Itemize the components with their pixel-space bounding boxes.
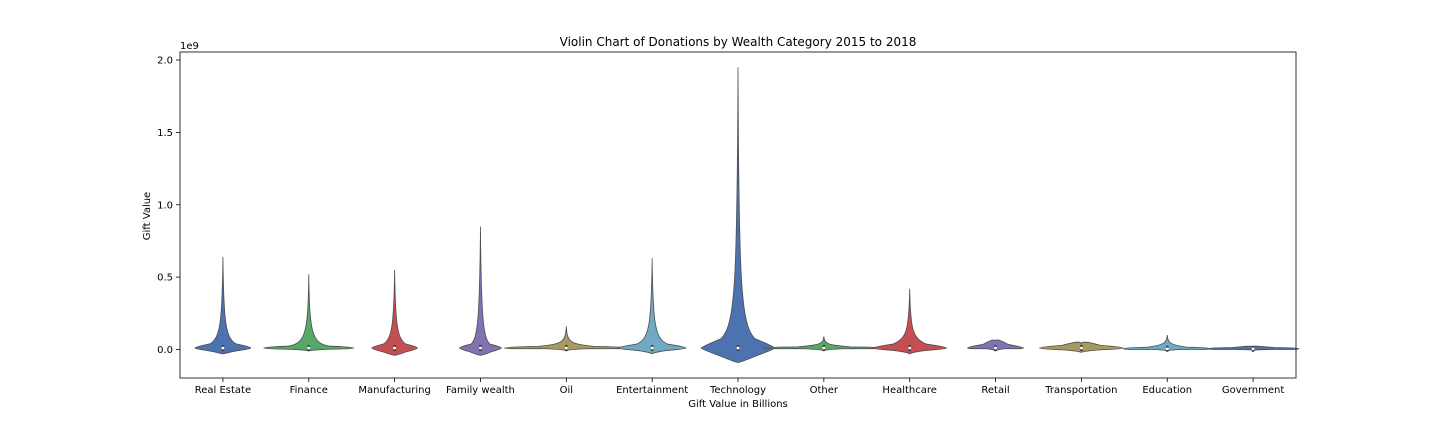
x-tick-label: Other (810, 385, 839, 396)
x-tick-label: Healthcare (882, 385, 937, 396)
x-tick-label: Family wealth (446, 385, 515, 396)
violin-median (908, 346, 912, 350)
violin-median (1165, 347, 1169, 351)
violin-family-wealth (459, 226, 502, 356)
x-tick-label: Retail (981, 385, 1009, 396)
x-tick-label: Education (1142, 385, 1192, 396)
violin-median (822, 346, 826, 350)
violins-group (194, 67, 1300, 363)
x-tick-label: Finance (290, 385, 328, 396)
x-axis-title: Gift Value in Billions (688, 399, 788, 410)
violin-median (650, 346, 654, 350)
violin-median (1251, 347, 1255, 351)
violin-median (479, 346, 482, 350)
violin-median (307, 346, 311, 350)
x-tick-label: Government (1222, 385, 1284, 396)
x-tick-label: Technology (709, 385, 766, 396)
x-tick-label: Transportation (1044, 385, 1117, 396)
y-offset-label: 1e9 (180, 41, 199, 52)
violin-real-estate (194, 256, 252, 355)
y-tick-label: 1.5 (157, 128, 173, 139)
x-tick-label: Manufacturing (358, 385, 430, 396)
violin-healthcare (872, 288, 948, 355)
violin-median (1079, 346, 1083, 350)
y-tick-label: 1.0 (157, 200, 173, 211)
violin-median (736, 346, 740, 350)
violin-finance (263, 274, 355, 352)
violin-median (564, 346, 568, 350)
violin-median (393, 346, 397, 350)
chart-title: Violin Chart of Donations by Wealth Cate… (560, 35, 917, 49)
y-ticks-group: 0.0 0.5 1.0 1.5 2.0 (157, 56, 180, 356)
x-tick-label: Entertainment (616, 385, 688, 396)
plot-frame (179, 51, 1297, 379)
x-tick-label: Real Estate (195, 385, 251, 396)
y-tick-label: 2.0 (157, 56, 173, 67)
y-tick-label: 0.0 (157, 345, 173, 356)
x-tick-label: Oil (560, 385, 573, 396)
y-tick-label: 0.5 (157, 273, 173, 284)
violin-median (221, 346, 225, 350)
violin-manufacturing (371, 269, 419, 356)
y-axis-title: Gift Value (142, 192, 153, 240)
violin-technology (700, 67, 776, 363)
violin-entertainment (617, 258, 687, 355)
x-ticks-group: Real Estate Finance Manufacturing Family we… (195, 378, 1284, 396)
violin-median (994, 346, 997, 350)
